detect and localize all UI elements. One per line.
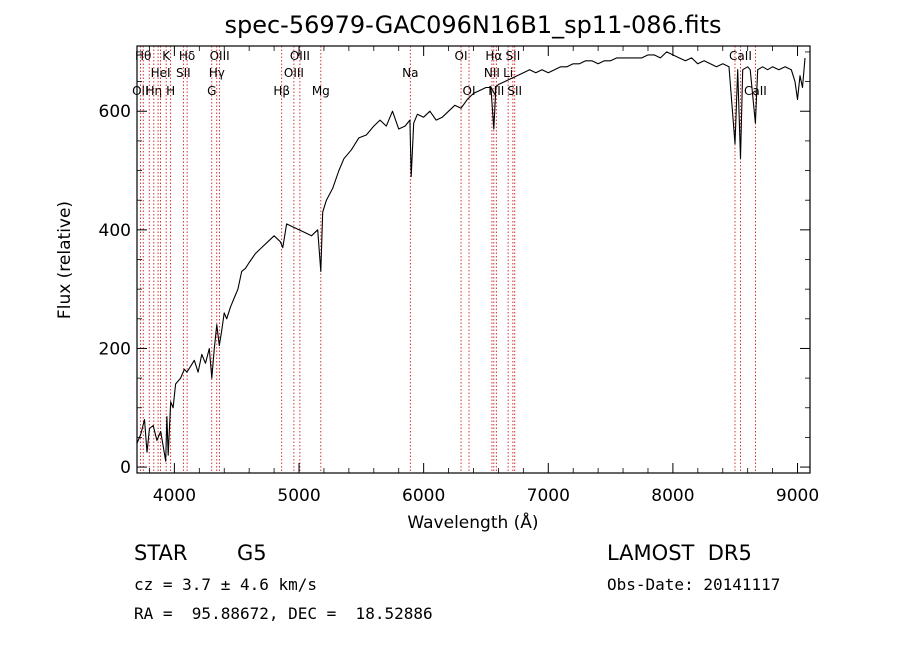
line-marker-label: OIII [210,49,230,63]
line-marker-label: SII [176,66,191,80]
chart-title: spec-56979-GAC096N16B1_sp11-086.fits [224,11,721,39]
line-marker-label: NII [484,66,500,80]
y-tick-label: 600 [99,102,131,122]
y-tick-label: 0 [120,458,131,478]
line-marker-label: K [162,49,171,63]
x-tick-label: 8000 [651,486,694,506]
x-axis-label: Wavelength (Å) [407,511,538,533]
star-subclass: G5 [237,541,267,565]
line-marker-label: CaII [729,49,752,63]
line-marker-label: OIII [284,66,304,80]
line-marker-label: Mg [312,84,330,98]
line-marker-label: OII [132,84,149,98]
line-marker-label: Hθ [135,49,151,63]
line-marker-label: HeI [151,66,171,80]
line-marker-label: OI [463,84,476,98]
line-marker-label: Na [402,66,418,80]
line-marker-label: SII [506,49,521,63]
obs-date-text: Obs-Date: 20141117 [607,575,781,594]
line-marker-label: OIII [290,49,310,63]
spectrum-line [136,51,806,462]
series-group [136,51,806,462]
ticks-group: 4000 5000 6000 7000 8000 9000 0 200 400 600 [99,46,819,506]
line-marker-label: NII [488,84,504,98]
line-marker-label: OI [455,49,468,63]
x-tick-label: 6000 [402,486,445,506]
radec-text: RA = 95.88672, DEC = 18.52886 [134,604,433,623]
cz-text: cz = 3.7 ± 4.6 km/s [134,575,318,594]
line-marker-label: CaII [744,84,767,98]
line-marker-label: Hδ [179,49,195,63]
line-marker-label: H [166,84,175,98]
x-tick-label: 5000 [277,486,320,506]
plot-frame [136,45,811,474]
line-marker-label: G [207,84,216,98]
survey-label: LAMOST DR5 [607,541,752,565]
x-tick-label: 9000 [776,486,819,506]
y-axis-label: Flux (relative) [55,201,75,319]
y-tick-label: 400 [99,221,131,241]
line-marker-label: SII [507,84,522,98]
y-tick-label: 200 [99,339,131,359]
star-class: STAR [134,541,188,565]
line-marker-label: Hη [146,84,163,98]
line-marker-label: Hγ [209,66,225,80]
x-tick-label: 4000 [153,486,196,506]
line-markers: OIIHθHηHeIKHSIIHδGHγOIIIHβOIIIOIIIMgNaOI… [132,46,767,473]
line-marker-label: Hα [485,49,502,63]
line-marker-label: Hβ [273,84,290,98]
x-tick-label: 7000 [527,486,570,506]
line-marker-label: Li [503,66,513,80]
